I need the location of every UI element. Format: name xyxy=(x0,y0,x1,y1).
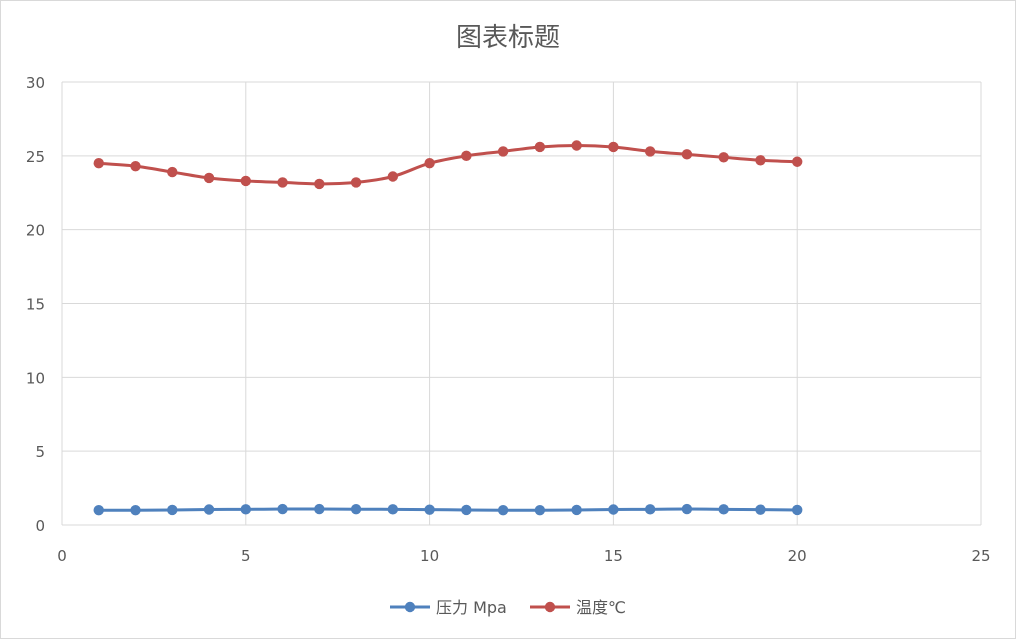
data-point xyxy=(792,156,803,167)
axis-tick-labels: 0 5 10 15 20 25 30 0 5 10 15 20 25 xyxy=(26,74,991,565)
data-point xyxy=(571,140,582,151)
y-tick-label: 20 xyxy=(26,222,45,240)
x-tick-label: 5 xyxy=(241,547,251,565)
data-point xyxy=(461,150,472,162)
x-tick-label: 25 xyxy=(971,547,990,565)
y-tick-label: 25 xyxy=(26,148,45,166)
data-point xyxy=(130,505,141,516)
data-point xyxy=(755,155,766,166)
series-line-1 xyxy=(97,507,799,512)
y-tick-label: 30 xyxy=(26,74,45,92)
legend-marker-2 xyxy=(544,601,556,613)
data-point xyxy=(130,160,141,172)
x-tick-label: 10 xyxy=(420,547,439,565)
y-tick-label: 5 xyxy=(35,443,45,461)
x-tick-label: 0 xyxy=(57,547,67,565)
grid-lines xyxy=(61,81,982,526)
data-point xyxy=(461,504,472,516)
data-point xyxy=(240,175,251,187)
x-tick-label: 20 xyxy=(788,547,807,565)
data-point xyxy=(424,158,435,169)
legend-marker-1 xyxy=(404,601,416,613)
data-point xyxy=(681,503,693,515)
y-tick-label: 15 xyxy=(26,296,45,314)
data-point xyxy=(387,504,399,515)
legend: 压力 Mpa 温度℃ xyxy=(390,598,626,617)
data-point xyxy=(203,172,215,184)
data-point xyxy=(755,504,766,515)
data-point xyxy=(350,503,362,515)
data-point xyxy=(387,171,399,182)
data-point xyxy=(608,504,619,515)
legend-label-2: 温度℃ xyxy=(576,598,626,617)
data-point xyxy=(644,146,656,157)
data-point xyxy=(350,177,362,188)
data-point xyxy=(93,505,104,516)
data-point xyxy=(534,505,546,516)
data-point xyxy=(534,141,546,153)
data-point xyxy=(167,166,178,178)
data-point xyxy=(571,504,582,516)
data-point xyxy=(681,149,693,160)
data-point xyxy=(277,177,288,188)
chart-title: 图表标题 xyxy=(456,23,560,53)
y-tick-label: 0 xyxy=(35,517,45,535)
y-tick-label: 10 xyxy=(26,369,45,387)
data-point xyxy=(497,505,509,516)
data-point xyxy=(497,146,509,157)
x-tick-label: 15 xyxy=(604,547,623,565)
series-layer xyxy=(93,140,803,516)
data-point xyxy=(608,141,619,153)
legend-label-1: 压力 Mpa xyxy=(436,598,507,617)
data-point xyxy=(792,504,803,516)
data-point xyxy=(424,504,435,515)
data-point xyxy=(644,504,656,515)
data-point xyxy=(240,504,251,515)
data-point xyxy=(93,158,104,169)
data-point xyxy=(718,504,729,515)
data-point xyxy=(277,503,288,515)
data-point xyxy=(203,504,215,515)
data-point xyxy=(167,504,178,516)
data-point xyxy=(314,178,325,190)
data-point xyxy=(314,503,325,515)
data-point xyxy=(718,152,729,163)
